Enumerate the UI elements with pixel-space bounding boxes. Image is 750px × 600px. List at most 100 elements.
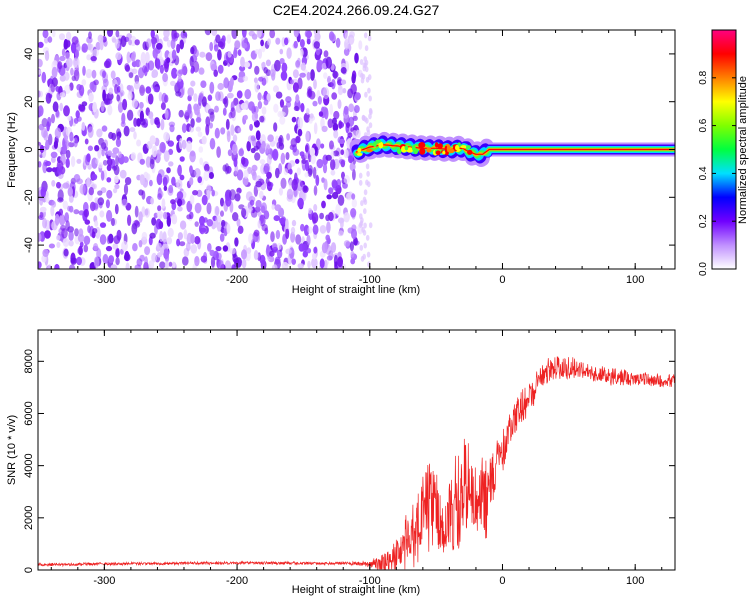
spectrogram-speckle [241, 39, 248, 49]
spectrogram-speckle [122, 98, 128, 111]
spectrogram-speckle [297, 128, 303, 137]
spectrogram-speckle [352, 169, 356, 181]
spectrogram-speckle [308, 207, 313, 215]
spectrogram-speckle [197, 131, 203, 138]
spectrogram-speckle [171, 213, 178, 225]
spectrogram-speckle [68, 141, 75, 148]
spectrogram-speckle [151, 217, 157, 226]
spectrogram-speckle [311, 212, 319, 224]
spectrogram-speckle [203, 170, 210, 181]
spectrogram-speckle [256, 30, 262, 38]
spectrogram-ridge-blob [460, 145, 468, 149]
snr-ytick-label: 6000 [23, 401, 35, 425]
spectrogram-speckle [290, 79, 294, 85]
spectrogram-ridge-blob [411, 144, 416, 152]
spectrogram-speckle [38, 41, 44, 48]
spectrogram-speckle [290, 226, 296, 235]
spectrogram-speckle [176, 43, 181, 54]
spectrogram-speckle [58, 208, 64, 216]
spectrogram-speckle [274, 204, 282, 212]
spectrogram-speckle [243, 114, 248, 121]
spectrogram-speckle [158, 91, 163, 102]
spectrogram-speckle [285, 248, 292, 255]
spectrogram-speckle [90, 56, 97, 62]
spectrogram-speckle [313, 122, 318, 135]
spectrogram-speckle [248, 30, 255, 37]
spectrogram-speckle [123, 125, 130, 137]
spectrogram-speckle [349, 241, 354, 252]
spectrogram-speckle [297, 117, 303, 130]
spectrogram-speckle [250, 169, 256, 176]
spectrogram-speckle [269, 250, 275, 257]
spectrogram-ridge-blob [444, 145, 448, 153]
spectrogram-speckle [198, 67, 205, 75]
spectrogram-speckle [273, 215, 281, 222]
spectrogram-speckle [210, 63, 218, 72]
spectrogram-speckle [362, 229, 367, 236]
spectrogram-speckle [115, 52, 122, 60]
spectrogram-ridge-blob [455, 144, 460, 151]
spectrogram-ridge-blob [437, 143, 443, 149]
spectrogram-speckle [110, 70, 116, 80]
spectrogram-xlabel: Height of straight line (km) [292, 284, 420, 296]
spectrogram-speckle [62, 200, 68, 210]
spectrogram-speckle [88, 31, 92, 40]
spectrogram-speckle [331, 92, 338, 100]
spectrogram-speckle [42, 217, 48, 229]
spectrogram-speckle [179, 220, 187, 230]
spectrogram-speckle [213, 69, 218, 77]
spectrogram-speckle [87, 42, 92, 51]
spectrogram-speckle [337, 256, 343, 268]
spectrogram-speckle [215, 215, 222, 225]
spectrogram-speckle [106, 235, 111, 245]
spectrogram-speckle [47, 264, 52, 269]
spectrogram-speckle [304, 172, 309, 178]
spectrogram-speckle [292, 82, 299, 93]
spectrogram-speckle [222, 107, 227, 116]
colorbar-tick-label: 0.4 [698, 166, 709, 180]
spectrogram-speckle [328, 250, 334, 261]
spectrogram-speckle [323, 259, 328, 269]
spectrogram-speckle [319, 258, 325, 269]
spectrogram-speckle [292, 69, 299, 79]
colorbar-tick-label: 0.6 [698, 118, 709, 132]
spectrogram-speckle [236, 90, 243, 99]
spectrogram-speckle [266, 171, 272, 179]
spectrogram-speckle [359, 59, 364, 65]
spectrogram-speckle [86, 54, 92, 61]
spectrogram-speckle [343, 47, 350, 57]
spectrogram-speckle [171, 49, 177, 60]
snr-xtick-label: -200 [226, 575, 248, 587]
spectrogram-ytick-label: 40 [23, 48, 35, 60]
spectrogram-speckle [321, 125, 328, 133]
spectrogram-speckle [363, 208, 367, 215]
spectrogram-speckle [263, 163, 270, 174]
spectrogram-speckle [181, 123, 187, 134]
spectrogram-speckle [51, 66, 58, 79]
spectrogram-speckle [345, 192, 352, 201]
spectrogram-speckle [144, 256, 149, 268]
spectrogram-speckle [291, 219, 297, 227]
spectrogram-speckle [105, 245, 113, 252]
spectrogram-speckle [284, 37, 289, 46]
spectrogram-speckle [99, 210, 105, 218]
spectrogram-speckle [232, 143, 238, 156]
spectrogram-speckle [250, 135, 256, 142]
spectrogram-speckle [189, 177, 194, 186]
spectrogram-speckle [166, 39, 172, 48]
spectrogram-speckle [226, 130, 231, 143]
spectrogram-speckle [286, 47, 292, 59]
spectrogram-speckle [233, 49, 238, 59]
spectrogram-speckle [51, 156, 56, 163]
spectrogram-speckle [363, 242, 368, 249]
spectrogram-speckle [106, 164, 112, 172]
snr-xtick-label: -300 [93, 575, 115, 587]
spectrogram-speckle [351, 73, 356, 84]
spectrogram-speckle [290, 231, 296, 243]
spectrogram-speckle [170, 199, 176, 205]
spectrogram-speckle [295, 60, 301, 68]
spectrogram-speckle [348, 155, 353, 164]
spectrogram-speckle [92, 101, 97, 113]
spectrogram-speckle [227, 92, 234, 99]
spectrogram-speckle [107, 150, 113, 156]
